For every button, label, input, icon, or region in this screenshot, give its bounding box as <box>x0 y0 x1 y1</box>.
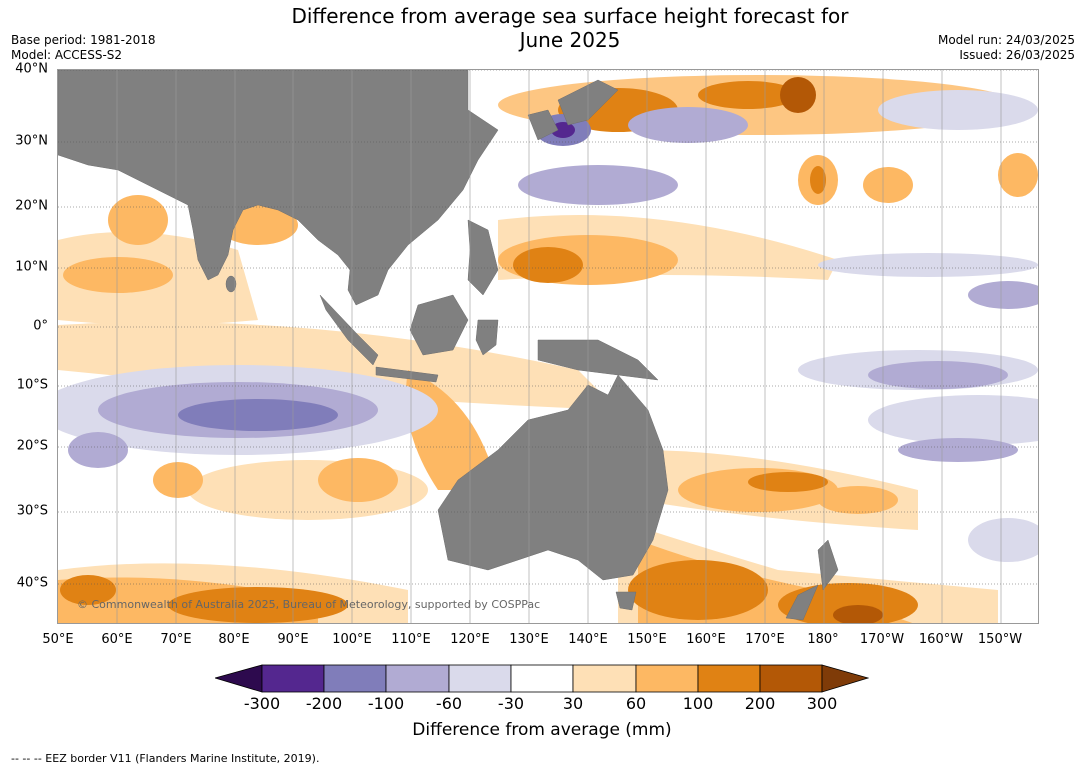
lon-label-150e: 150°E <box>627 632 667 647</box>
colorbar-tick-10: 300 <box>806 694 838 713</box>
colorbar-tick-5: -30 <box>497 694 525 713</box>
lat-label-30n: 30°N <box>15 133 48 149</box>
lat-label-30s: 30°S <box>16 503 48 519</box>
colorbar-graphic <box>213 664 870 693</box>
colorbar-bin-1 <box>261 664 325 693</box>
lon-label-140e: 140°E <box>568 632 608 647</box>
lat-label-20s: 20°S <box>16 438 48 454</box>
lon-label-150w: 150°W <box>977 632 1023 647</box>
colorbar-tick-3: -100 <box>367 694 405 713</box>
colorbar-high-extension <box>821 664 870 693</box>
sea-height-map <box>57 69 1039 624</box>
colorbar-title: Difference from average (mm) <box>412 720 672 740</box>
colorbar-tick-4: -60 <box>435 694 463 713</box>
meta-left: Base period: 1981-2018 Model: ACCESS-S2 <box>11 33 156 63</box>
lat-label-40n: 40°N <box>15 61 48 77</box>
lon-label-170w: 170°W <box>859 632 905 647</box>
issued-date: Issued: 26/03/2025 <box>959 48 1075 62</box>
anomaly-fields <box>58 75 1038 623</box>
lon-label-80e: 80°E <box>218 632 250 647</box>
colorbar-tick-9: 200 <box>744 694 776 713</box>
lon-label-100e: 100°E <box>332 632 372 647</box>
lon-label-180: 180° <box>807 632 839 647</box>
colorbar-bin-4 <box>448 664 512 693</box>
colorbar-bin-2 <box>323 664 387 693</box>
colorbar-bin-6 <box>572 664 637 693</box>
lat-label-10n: 10°N <box>15 259 48 275</box>
meridians <box>116 70 1002 623</box>
model-name: Model: ACCESS-S2 <box>11 48 123 62</box>
lon-label-90e: 90°E <box>277 632 309 647</box>
lat-label-40s: 40°S <box>16 575 48 591</box>
lon-label-110e: 110°E <box>391 632 431 647</box>
colorbar-tick-1: -300 <box>243 694 281 713</box>
colorbar-bin-3 <box>385 664 450 693</box>
lat-label-20n: 20°N <box>15 198 48 214</box>
lat-label-10s: 10°S <box>16 377 48 393</box>
colorbar-bin-9 <box>759 664 823 693</box>
title-line-2: June 2025 <box>519 28 621 52</box>
lon-label-50e: 50°E <box>42 632 74 647</box>
colorbar-tick-8: 100 <box>682 694 714 713</box>
lon-label-70e: 70°E <box>160 632 192 647</box>
map-canvas <box>58 70 1038 623</box>
colorbar <box>213 664 870 698</box>
lon-label-60e: 60°E <box>101 632 133 647</box>
map-title: Difference from average sea surface heig… <box>180 4 960 52</box>
land-masses <box>58 70 839 621</box>
lon-label-160w: 160°W <box>918 632 964 647</box>
lat-label-0: 0° <box>33 318 48 334</box>
colorbar-tick-7: 60 <box>625 694 647 713</box>
title-line-1: Difference from average sea surface heig… <box>291 4 849 28</box>
lon-label-120e: 120°E <box>450 632 490 647</box>
colorbar-bin-5 <box>510 664 574 693</box>
colorbar-bin-8 <box>697 664 761 693</box>
copyright-notice: © Commonwealth of Australia 2025, Bureau… <box>77 598 541 611</box>
lon-label-130e: 130°E <box>509 632 549 647</box>
colorbar-bin-7 <box>635 664 699 693</box>
lon-label-170e: 170°E <box>745 632 785 647</box>
lon-label-160e: 160°E <box>686 632 726 647</box>
colorbar-tick-6: 30 <box>562 694 584 713</box>
meta-right: Model run: 24/03/2025 Issued: 26/03/2025 <box>938 33 1075 63</box>
eez-footnote: -- -- -- EEZ border V11 (Flanders Marine… <box>11 752 320 765</box>
base-period: Base period: 1981-2018 <box>11 33 156 47</box>
model-run: Model run: 24/03/2025 <box>937 33 1075 47</box>
colorbar-tick-2: -200 <box>305 694 343 713</box>
colorbar-low-extension <box>213 664 263 693</box>
